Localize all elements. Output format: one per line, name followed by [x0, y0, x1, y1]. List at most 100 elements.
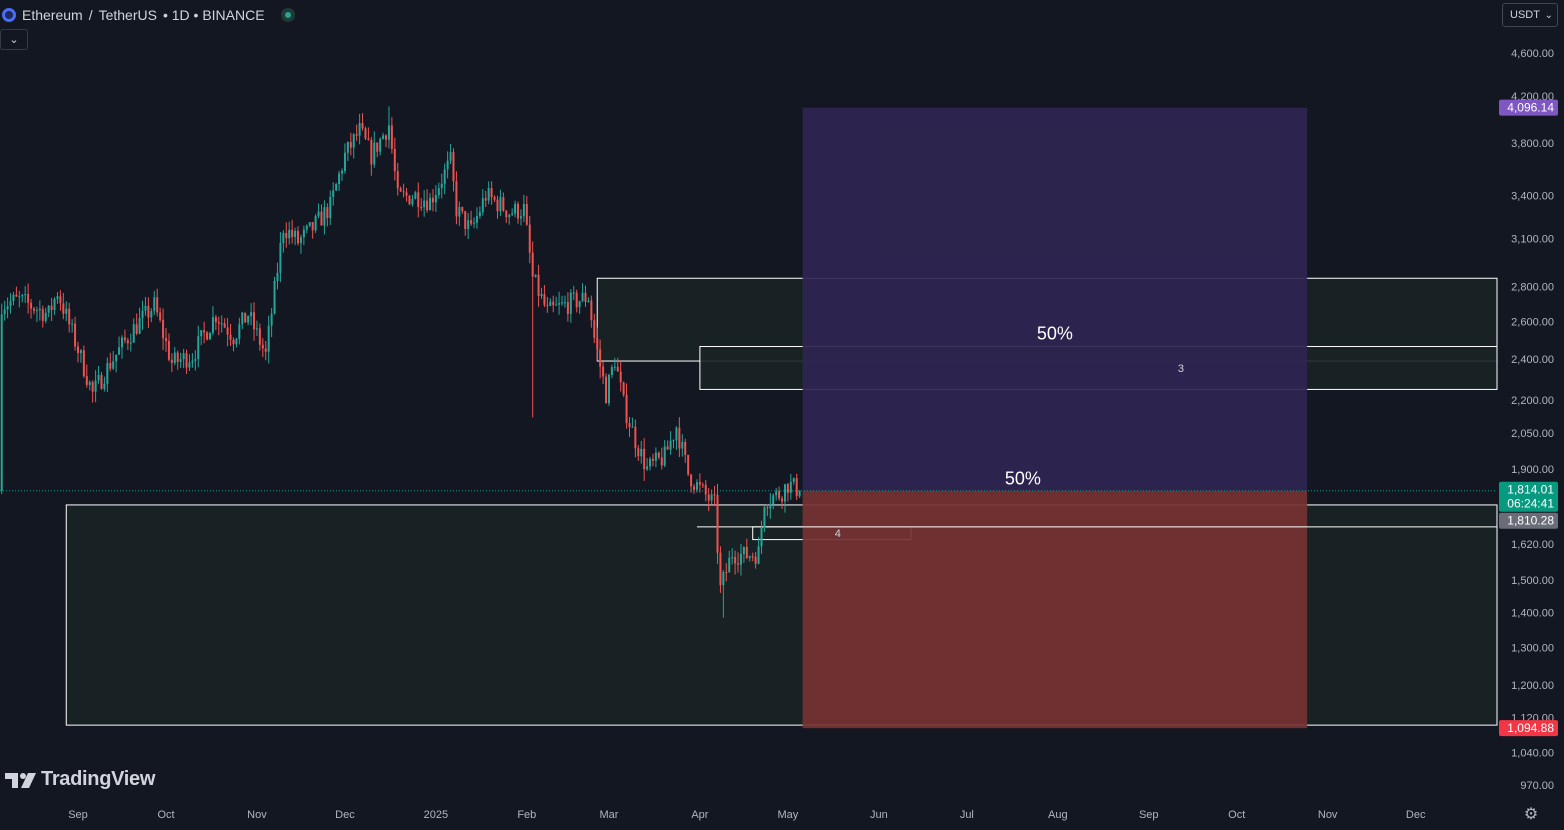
- candle: [587, 297, 590, 303]
- candle-body: [481, 198, 484, 213]
- candle: [420, 198, 423, 211]
- candle: [21, 293, 24, 303]
- candle-body: [358, 123, 361, 136]
- candle-body: [467, 220, 470, 229]
- candle-body: [399, 188, 402, 192]
- candle-body: [473, 222, 476, 224]
- candle-body: [434, 195, 437, 203]
- candle-body: [38, 308, 41, 311]
- candle: [552, 295, 555, 313]
- candle: [396, 162, 399, 196]
- candle-body: [443, 169, 446, 184]
- candle-body: [748, 556, 751, 558]
- candle: [79, 349, 82, 363]
- position-target-zone[interactable]: [802, 107, 1308, 491]
- candle-body: [678, 427, 681, 449]
- candle-body: [411, 198, 414, 205]
- currency-select[interactable]: USDT ⌄: [1502, 3, 1558, 27]
- candle: [297, 226, 300, 246]
- price-badge-bg: [1499, 720, 1558, 737]
- candle-body: [217, 322, 220, 324]
- candle: [575, 289, 578, 313]
- candle-body: [352, 134, 355, 148]
- candle-body: [123, 337, 126, 341]
- candle-body: [232, 339, 235, 345]
- chevron-down-icon: ⌄: [1544, 9, 1553, 21]
- candle-body: [625, 394, 628, 424]
- candle-body: [393, 148, 396, 172]
- candle: [707, 488, 710, 512]
- candle: [220, 315, 223, 333]
- market-status-icon[interactable]: [280, 8, 295, 22]
- price-badge-target: 4,096.14: [1499, 99, 1558, 116]
- candle-body: [707, 494, 710, 501]
- candle-body: [85, 376, 88, 385]
- candle: [71, 319, 74, 333]
- price-tick-label: 1,400.00: [1511, 608, 1554, 620]
- price-tick-label: 3,400.00: [1511, 190, 1554, 202]
- candle: [338, 170, 341, 191]
- candle-body: [50, 305, 53, 311]
- candle-body: [294, 230, 297, 237]
- candle-body: [209, 332, 212, 340]
- candle: [640, 440, 643, 464]
- candle: [355, 124, 358, 141]
- candle: [452, 148, 455, 192]
- candle: [247, 315, 250, 326]
- candle: [581, 283, 584, 303]
- candle-body: [121, 337, 124, 348]
- candle: [716, 483, 719, 564]
- candle: [209, 331, 212, 340]
- candle: [24, 286, 27, 303]
- time-tick-label: Oct: [1228, 809, 1245, 821]
- candle-body: [299, 237, 302, 244]
- candle: [417, 182, 420, 218]
- tradingview-logo[interactable]: TradingView: [5, 768, 155, 791]
- gear-icon[interactable]: ⚙: [1523, 806, 1539, 823]
- candle-body: [291, 229, 294, 237]
- candles: [0, 106, 801, 618]
- candle: [258, 323, 261, 351]
- candle: [613, 357, 616, 371]
- symbol-header[interactable]: Ethereum / TetherUS • 1D • BINANCE: [0, 4, 295, 26]
- position-stop-zone[interactable]: [802, 490, 1308, 729]
- candle: [299, 234, 302, 254]
- candle-body: [188, 362, 191, 368]
- price-tick-label: 1,900.00: [1511, 464, 1554, 476]
- candle: [367, 127, 370, 141]
- candle: [211, 306, 214, 336]
- candle-body: [675, 427, 678, 441]
- candle: [153, 290, 156, 316]
- legend-collapse-button[interactable]: ⌄: [0, 29, 28, 50]
- candle-body: [402, 191, 405, 193]
- candle: [505, 210, 508, 223]
- candle-body: [781, 498, 784, 502]
- candle-body: [631, 426, 634, 428]
- candle-body: [176, 352, 179, 362]
- candle-body: [47, 305, 50, 313]
- candle-body: [179, 359, 182, 362]
- price-badge-bg: [1499, 99, 1558, 116]
- candle-body: [684, 441, 687, 455]
- candle-body: [695, 482, 698, 490]
- candle: [109, 352, 112, 372]
- candle: [584, 285, 587, 307]
- candle-body: [314, 216, 317, 231]
- candle: [649, 456, 652, 471]
- candle-body: [223, 323, 226, 328]
- price-tick-label: 2,050.00: [1511, 428, 1554, 440]
- candle: [672, 439, 675, 449]
- candle-body: [355, 134, 358, 136]
- candle: [519, 209, 522, 226]
- candle: [53, 296, 56, 315]
- candle: [646, 458, 649, 471]
- price-axis[interactable]: [1497, 0, 1564, 830]
- candle-body: [461, 207, 464, 212]
- candle: [517, 201, 520, 224]
- candle-body: [484, 198, 487, 201]
- candle: [411, 194, 414, 207]
- candle-body: [537, 274, 540, 297]
- candle: [678, 417, 681, 458]
- candle: [737, 552, 740, 573]
